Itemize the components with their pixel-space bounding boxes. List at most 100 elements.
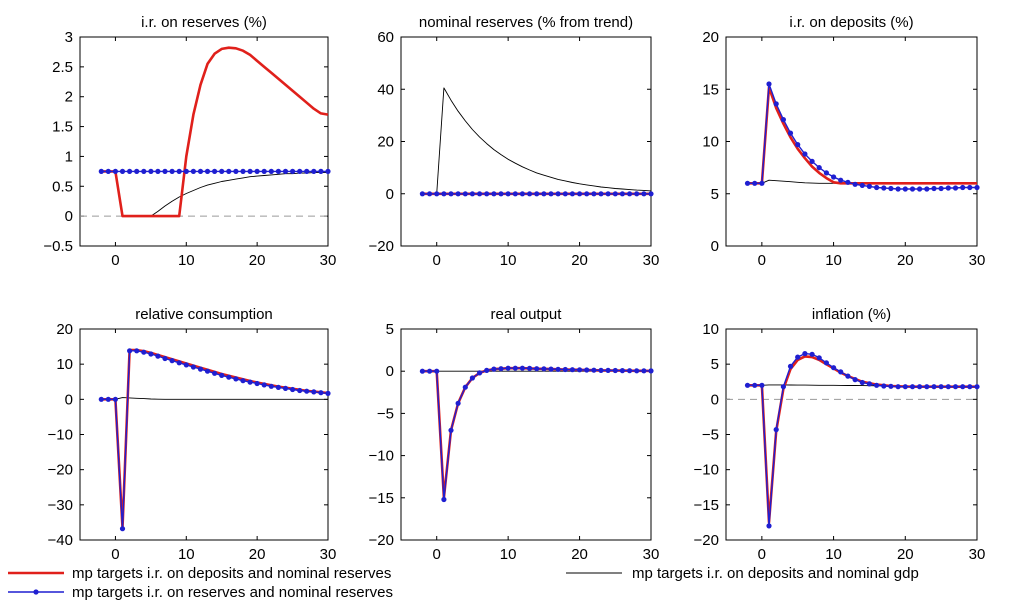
data-point-s2	[902, 384, 908, 390]
y-tick-label: 2.5	[52, 59, 73, 76]
x-tick-label: 0	[433, 546, 441, 563]
data-point-s2	[226, 374, 232, 380]
series-line-s1	[422, 366, 652, 500]
data-point-s2	[247, 379, 253, 385]
x-tick-label: 30	[643, 546, 660, 563]
x-tick-label: 10	[178, 252, 195, 269]
x-tick-label: 0	[758, 546, 766, 563]
series-line-s3	[101, 397, 328, 400]
data-point-s2	[462, 384, 468, 390]
data-point-s2	[498, 191, 504, 197]
x-tick-label: 30	[643, 252, 660, 269]
subplot-grid: i.r. on reserves (%)0 10 20 30−0.500.511.52…	[43, 14, 985, 563]
data-point-s2	[541, 366, 547, 372]
series-line-s3	[101, 170, 328, 217]
data-point-s2	[297, 168, 303, 174]
data-point-s2	[204, 168, 211, 174]
data-point-s2	[519, 191, 526, 197]
data-point-s2	[240, 168, 246, 174]
data-point-s2	[469, 191, 475, 197]
y-tick-label: 10	[702, 134, 719, 151]
x-tick-label: 30	[969, 252, 986, 269]
data-point-s2	[641, 368, 647, 374]
data-point-s2	[766, 523, 772, 529]
data-point-s2	[477, 191, 483, 197]
data-point-s2	[141, 168, 147, 174]
data-point-s2	[304, 168, 310, 174]
data-point-s2	[744, 382, 751, 388]
data-point-s2	[190, 364, 196, 370]
data-point-s2	[240, 378, 246, 384]
y-tick-label: −5	[377, 405, 394, 422]
data-point-s2	[562, 366, 568, 373]
data-point-s2	[591, 367, 597, 373]
series-line-s2	[101, 350, 329, 530]
data-point-s2	[952, 384, 959, 390]
data-point-s2	[183, 168, 189, 174]
data-point-s2	[888, 185, 894, 192]
y-tick-label: 1.5	[52, 119, 73, 136]
data-point-s2	[795, 354, 801, 360]
data-point-s2	[169, 358, 175, 364]
x-tick-label: 20	[897, 546, 914, 563]
data-point-s2	[931, 384, 937, 390]
y-tick-label: 20	[56, 321, 73, 338]
y-tick-label: −30	[48, 497, 73, 514]
x-tick-label: 10	[500, 546, 517, 563]
data-point-s2	[548, 191, 554, 197]
data-point-s2	[945, 384, 951, 390]
y-tick-label: 40	[377, 81, 394, 98]
subplot-4: relative consumption 0 10 20 30 −40 −30 −20 −10 0…	[48, 306, 337, 563]
data-point-s2	[874, 382, 880, 388]
y-tick-label: 0	[65, 391, 73, 408]
x-tick-label: 0	[758, 252, 766, 269]
data-point-s2	[233, 376, 239, 382]
series-line-s1	[747, 85, 977, 185]
data-point-s2	[967, 184, 973, 191]
data-point-s2	[648, 368, 654, 374]
data-point-s2	[325, 390, 331, 396]
data-point-s2	[311, 168, 317, 174]
data-point-s2	[787, 363, 794, 369]
y-tick-label: 15	[702, 81, 719, 98]
data-point-s2	[766, 81, 772, 87]
data-point-s2	[584, 191, 590, 197]
data-point-s2	[866, 381, 873, 387]
data-point-s2	[605, 191, 611, 197]
data-point-s2	[802, 151, 808, 157]
legend: mp targets i.r. on deposits and nominal …	[8, 565, 919, 601]
subplot-1: i.r. on reserves (%) 0 10 20 30 −0.5 0 0.5 1 1.5 2…	[43, 14, 336, 269]
data-point-s2	[598, 191, 604, 197]
data-point-s2	[162, 168, 168, 174]
data-point-s2	[219, 168, 225, 174]
y-tick-label: −20	[48, 462, 73, 479]
data-point-s2	[434, 368, 440, 374]
legend-label-s3: mp targets i.r. on deposits and nominal …	[632, 565, 919, 582]
data-point-s2	[612, 191, 618, 197]
data-point-s2	[491, 366, 497, 372]
data-point-s2	[455, 400, 461, 406]
data-point-s2	[261, 382, 267, 388]
data-point-s2	[831, 174, 837, 180]
data-point-s2	[974, 184, 980, 191]
data-point-s2	[967, 384, 973, 390]
data-point-s2	[773, 427, 779, 433]
x-tick-label: 30	[320, 546, 337, 563]
y-tick-label: 5	[711, 356, 719, 373]
x-tick-label: 10	[825, 546, 842, 563]
data-point-s2	[787, 130, 794, 136]
data-point-s2	[105, 168, 111, 174]
data-point-s2	[759, 382, 765, 388]
data-point-s2	[505, 191, 511, 197]
data-point-s2	[816, 355, 822, 361]
plot-frame	[400, 36, 652, 247]
data-point-s2	[141, 349, 147, 355]
data-point-s2	[627, 368, 633, 374]
data-point-s2	[441, 496, 447, 503]
y-tick-label: −20	[694, 532, 719, 549]
data-point-s2	[634, 368, 640, 374]
data-point-s2	[852, 377, 858, 383]
data-point-s2	[491, 191, 497, 197]
data-point-s2	[598, 367, 604, 373]
data-point-s2	[759, 180, 765, 186]
